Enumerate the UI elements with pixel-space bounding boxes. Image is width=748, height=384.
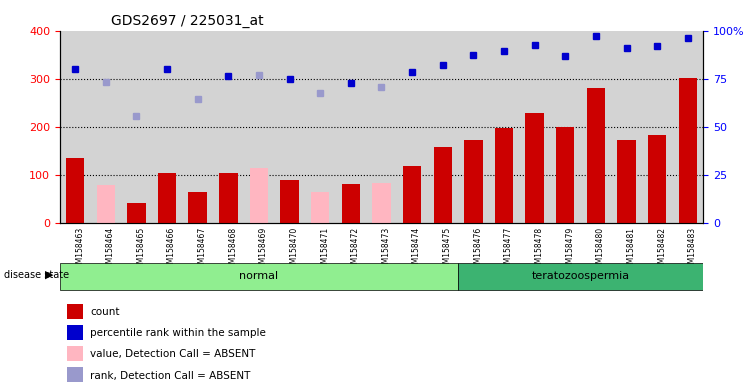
Bar — [373, 184, 390, 223]
Text: GSM158478: GSM158478 — [535, 227, 544, 273]
Text: percentile rank within the sample: percentile rank within the sample — [90, 328, 266, 338]
Text: GSM158483: GSM158483 — [688, 227, 697, 273]
Text: GSM158466: GSM158466 — [167, 227, 176, 273]
Bar — [434, 147, 452, 223]
Bar — [250, 169, 268, 223]
Bar — [96, 185, 115, 223]
Text: GSM158477: GSM158477 — [504, 227, 513, 273]
Bar — [678, 78, 697, 223]
Bar — [525, 113, 544, 223]
Text: GSM158464: GSM158464 — [105, 227, 114, 273]
Bar — [465, 140, 482, 223]
Bar — [556, 127, 574, 223]
Bar — [495, 128, 513, 223]
Bar — [127, 203, 146, 223]
Text: teratozoospermia: teratozoospermia — [532, 271, 630, 281]
Bar — [66, 158, 85, 223]
Bar — [67, 367, 83, 382]
Text: GSM158467: GSM158467 — [197, 227, 206, 273]
Text: GSM158465: GSM158465 — [136, 227, 145, 273]
Text: ▶: ▶ — [45, 270, 53, 280]
Text: GSM158476: GSM158476 — [473, 227, 482, 273]
Text: count: count — [90, 307, 120, 317]
Bar — [586, 88, 605, 223]
FancyBboxPatch shape — [60, 263, 458, 290]
Bar — [311, 192, 329, 223]
Bar — [403, 166, 421, 223]
Text: GSM158472: GSM158472 — [351, 227, 360, 273]
Text: GSM158470: GSM158470 — [289, 227, 298, 273]
Text: normal: normal — [239, 271, 278, 281]
Text: value, Detection Call = ABSENT: value, Detection Call = ABSENT — [90, 349, 256, 359]
Bar — [648, 136, 666, 223]
Text: GSM158463: GSM158463 — [75, 227, 85, 273]
Text: rank, Detection Call = ABSENT: rank, Detection Call = ABSENT — [90, 371, 251, 381]
Text: GSM158471: GSM158471 — [320, 227, 329, 273]
Bar — [188, 192, 207, 223]
Bar — [158, 173, 177, 223]
Text: GSM158469: GSM158469 — [259, 227, 268, 273]
Text: disease state: disease state — [4, 270, 69, 280]
Text: GSM158480: GSM158480 — [596, 227, 605, 273]
Text: GDS2697 / 225031_at: GDS2697 / 225031_at — [111, 14, 264, 28]
Bar — [67, 346, 83, 361]
Bar — [67, 304, 83, 319]
Text: GSM158473: GSM158473 — [381, 227, 390, 273]
Text: GSM158468: GSM158468 — [228, 227, 237, 273]
Bar — [617, 140, 636, 223]
Text: GSM158482: GSM158482 — [657, 227, 666, 273]
Text: GSM158474: GSM158474 — [412, 227, 421, 273]
Bar — [219, 173, 238, 223]
Bar — [280, 180, 298, 223]
Bar — [342, 184, 360, 223]
FancyBboxPatch shape — [458, 263, 703, 290]
Text: GSM158475: GSM158475 — [443, 227, 452, 273]
Text: GSM158481: GSM158481 — [627, 227, 636, 273]
Bar — [67, 325, 83, 340]
Text: GSM158479: GSM158479 — [565, 227, 574, 273]
